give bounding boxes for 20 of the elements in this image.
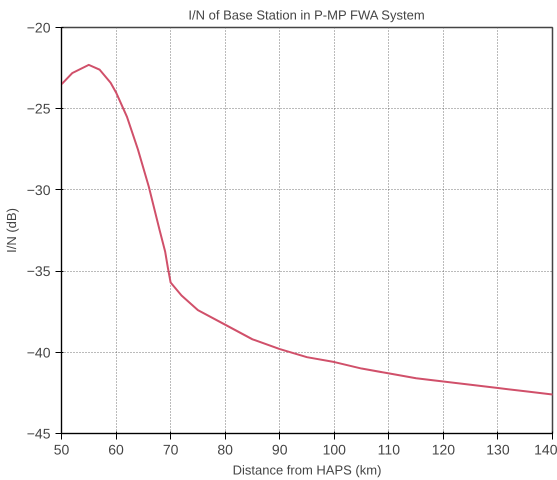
x-tick-label: 120: [432, 442, 456, 458]
x-tick-label: 110: [378, 442, 400, 458]
y-axis-title: I/N (dB): [4, 208, 19, 253]
x-tick-label: 90: [272, 442, 288, 458]
x-tick-label: 130: [486, 442, 510, 458]
x-tick-label: 80: [217, 442, 234, 458]
x-tick-label: 140: [534, 442, 557, 458]
x-tick-label: 60: [108, 442, 124, 458]
y-tick-label: −45: [26, 426, 51, 442]
x-tick-label: 50: [54, 442, 70, 458]
y-tick-label: −20: [26, 20, 51, 36]
line-series: [62, 64, 552, 396]
y-tick-label: −25: [26, 100, 51, 117]
y-tick-label: −35: [26, 263, 51, 280]
x-tick-label: 70: [162, 442, 179, 458]
y-tick-label: −40: [26, 344, 51, 360]
x-axis-title: Distance from HAPS (km): [232, 462, 382, 478]
y-tick-label: −30: [26, 182, 51, 198]
x-tick-label: 100: [322, 442, 346, 458]
chart-title: I/N of Base Station in P-MP FWA System: [188, 8, 425, 22]
